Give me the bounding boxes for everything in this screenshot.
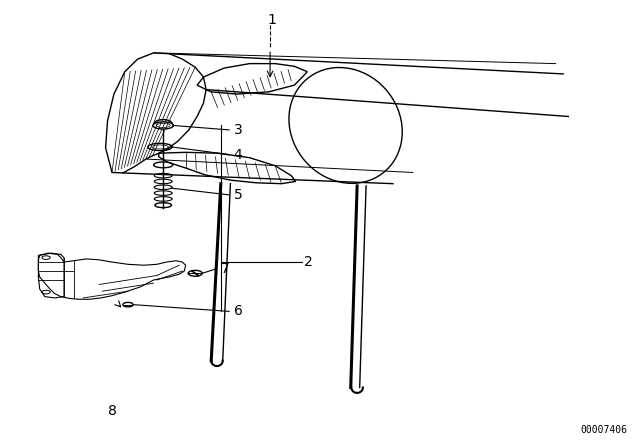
Text: 7: 7 — [221, 262, 230, 276]
Text: 5: 5 — [234, 188, 243, 202]
Text: 4: 4 — [234, 147, 243, 162]
Text: 00007406: 00007406 — [580, 426, 627, 435]
Text: 2: 2 — [304, 255, 313, 269]
Text: 6: 6 — [234, 304, 243, 319]
Text: 3: 3 — [234, 123, 243, 137]
Text: 1: 1 — [268, 13, 276, 27]
Text: 8: 8 — [108, 404, 116, 418]
